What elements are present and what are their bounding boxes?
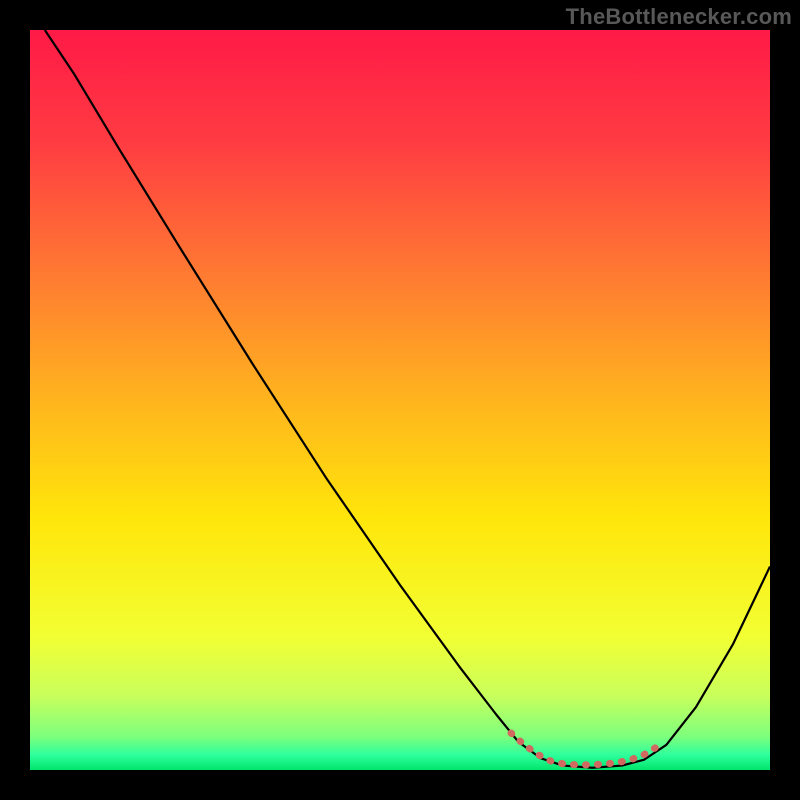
watermark-text: TheBottlenecker.com — [566, 4, 792, 30]
chart-stage: TheBottlenecker.com — [0, 0, 800, 800]
gradient-background — [30, 30, 770, 770]
bottleneck-curve-chart — [0, 0, 800, 800]
